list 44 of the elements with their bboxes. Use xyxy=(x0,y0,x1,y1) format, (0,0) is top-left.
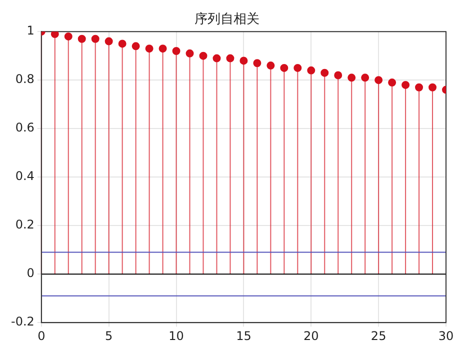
x-tick-label: 20 xyxy=(303,328,319,343)
x-tick-label: 25 xyxy=(370,328,386,343)
point xyxy=(428,83,437,92)
point xyxy=(212,54,221,62)
point xyxy=(294,64,302,72)
point xyxy=(226,54,234,62)
point xyxy=(64,32,72,40)
chart-title: 序列自相关 xyxy=(194,11,260,28)
point xyxy=(320,68,329,77)
point xyxy=(50,32,59,38)
point xyxy=(266,62,275,70)
x-tick-label: 0 xyxy=(38,328,46,343)
point xyxy=(104,37,113,46)
point xyxy=(118,40,126,48)
point xyxy=(132,42,140,50)
point xyxy=(199,52,208,60)
point xyxy=(415,83,424,92)
x-tick-label: 30 xyxy=(438,328,454,343)
point xyxy=(186,49,194,58)
point xyxy=(402,80,410,89)
point xyxy=(78,34,86,43)
y-tick-label: 0.4 xyxy=(15,169,34,184)
point xyxy=(334,71,342,80)
y-tick-label: 0.2 xyxy=(15,218,34,232)
y-tick-label: -0.2 xyxy=(10,314,34,329)
point xyxy=(280,64,288,72)
x-tick-label: 15 xyxy=(236,328,252,343)
point xyxy=(361,74,370,82)
y-tick-label: 0.8 xyxy=(15,72,34,86)
point xyxy=(240,56,248,65)
point xyxy=(307,66,316,74)
point xyxy=(388,78,396,87)
y-tick-label: 0 xyxy=(26,266,34,280)
point xyxy=(158,44,167,53)
x-tick-label: 10 xyxy=(168,328,184,343)
x-tick-label: 5 xyxy=(105,328,113,343)
y-tick-label: 1 xyxy=(26,24,34,38)
point xyxy=(374,76,383,84)
y-tick-label: 0.6 xyxy=(15,120,34,135)
point xyxy=(348,74,356,82)
point xyxy=(91,34,100,43)
point xyxy=(172,47,180,55)
point xyxy=(145,44,154,53)
point xyxy=(253,59,262,68)
